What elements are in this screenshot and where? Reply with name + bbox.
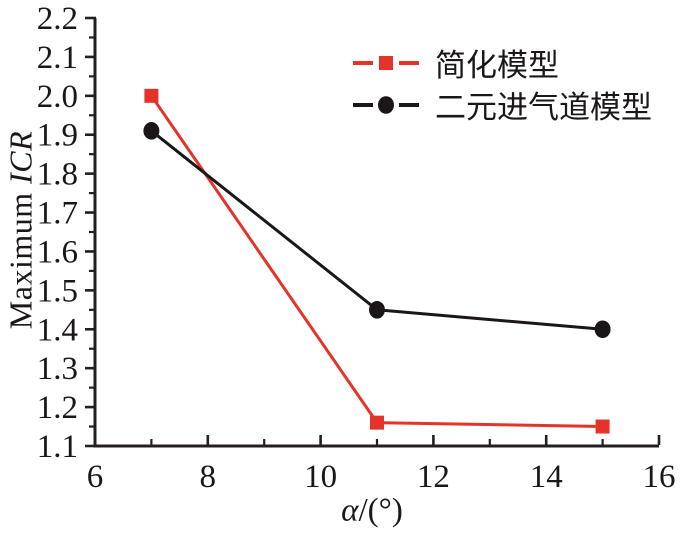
legend-square-marker-icon	[353, 55, 419, 70]
x-tick-label: 8	[200, 459, 217, 495]
legend-item-2d-inlet-model: 二元进气道模型	[352, 86, 652, 125]
y-tick-label: 1.7	[37, 196, 78, 232]
data-point-square	[595, 419, 610, 434]
data-point-square	[370, 415, 384, 430]
legend-circle-marker-icon	[353, 95, 419, 114]
y-axis-title-regular: Maximum	[2, 183, 39, 330]
y-tick-label: 1.8	[37, 157, 78, 193]
y-tick-label: 1.6	[37, 234, 78, 270]
data-point-circle	[369, 301, 385, 319]
legend-label-simplified-model: 简化模型	[435, 48, 559, 83]
y-axis-title: Maximum ICR	[3, 131, 40, 329]
y-axis-title-italic: ICR	[2, 130, 39, 184]
y-tick-label: 1.4	[37, 312, 78, 348]
y-tick-label: 2.2	[37, 1, 78, 37]
series-line-1	[150, 129, 603, 331]
x-tick-label: 12	[417, 459, 450, 495]
series-0	[144, 88, 610, 434]
x-tick-label: 10	[304, 459, 337, 495]
y-tick-label: 2.0	[37, 79, 78, 115]
series-line-0	[150, 94, 603, 429]
series-1	[143, 122, 611, 339]
y-tick-label: 1.3	[37, 351, 78, 387]
legend-item-simplified-model: 简化模型	[352, 44, 652, 83]
legend-label-2d-inlet-model: 二元进气道模型	[435, 90, 652, 125]
x-axis: 6 8 10 12 14 16	[87, 435, 676, 495]
x-tick-label: 6	[87, 459, 104, 495]
x-tick-label: 16	[643, 459, 676, 495]
y-tick-label: 1.1	[37, 429, 78, 465]
y-tick-label: 1.5	[37, 273, 78, 309]
legend: 简化模型 二元进气道模型	[352, 44, 652, 125]
x-axis-title: α/(°)	[341, 493, 403, 530]
y-tick-label: 2.1	[37, 40, 78, 76]
x-axis-title-rest: /(°)	[358, 492, 403, 529]
y-axis: 1.11.21.31.41.51.61.71.81.92.02.12.2	[37, 1, 96, 465]
y-tick-label: 1.9	[37, 118, 78, 154]
data-point-square	[144, 88, 159, 103]
x-axis-title-italic: α	[341, 492, 359, 529]
data-point-circle	[143, 122, 160, 140]
data-point-circle	[594, 320, 611, 339]
x-tick-label: 14	[530, 459, 563, 495]
y-tick-label: 1.2	[37, 390, 78, 426]
